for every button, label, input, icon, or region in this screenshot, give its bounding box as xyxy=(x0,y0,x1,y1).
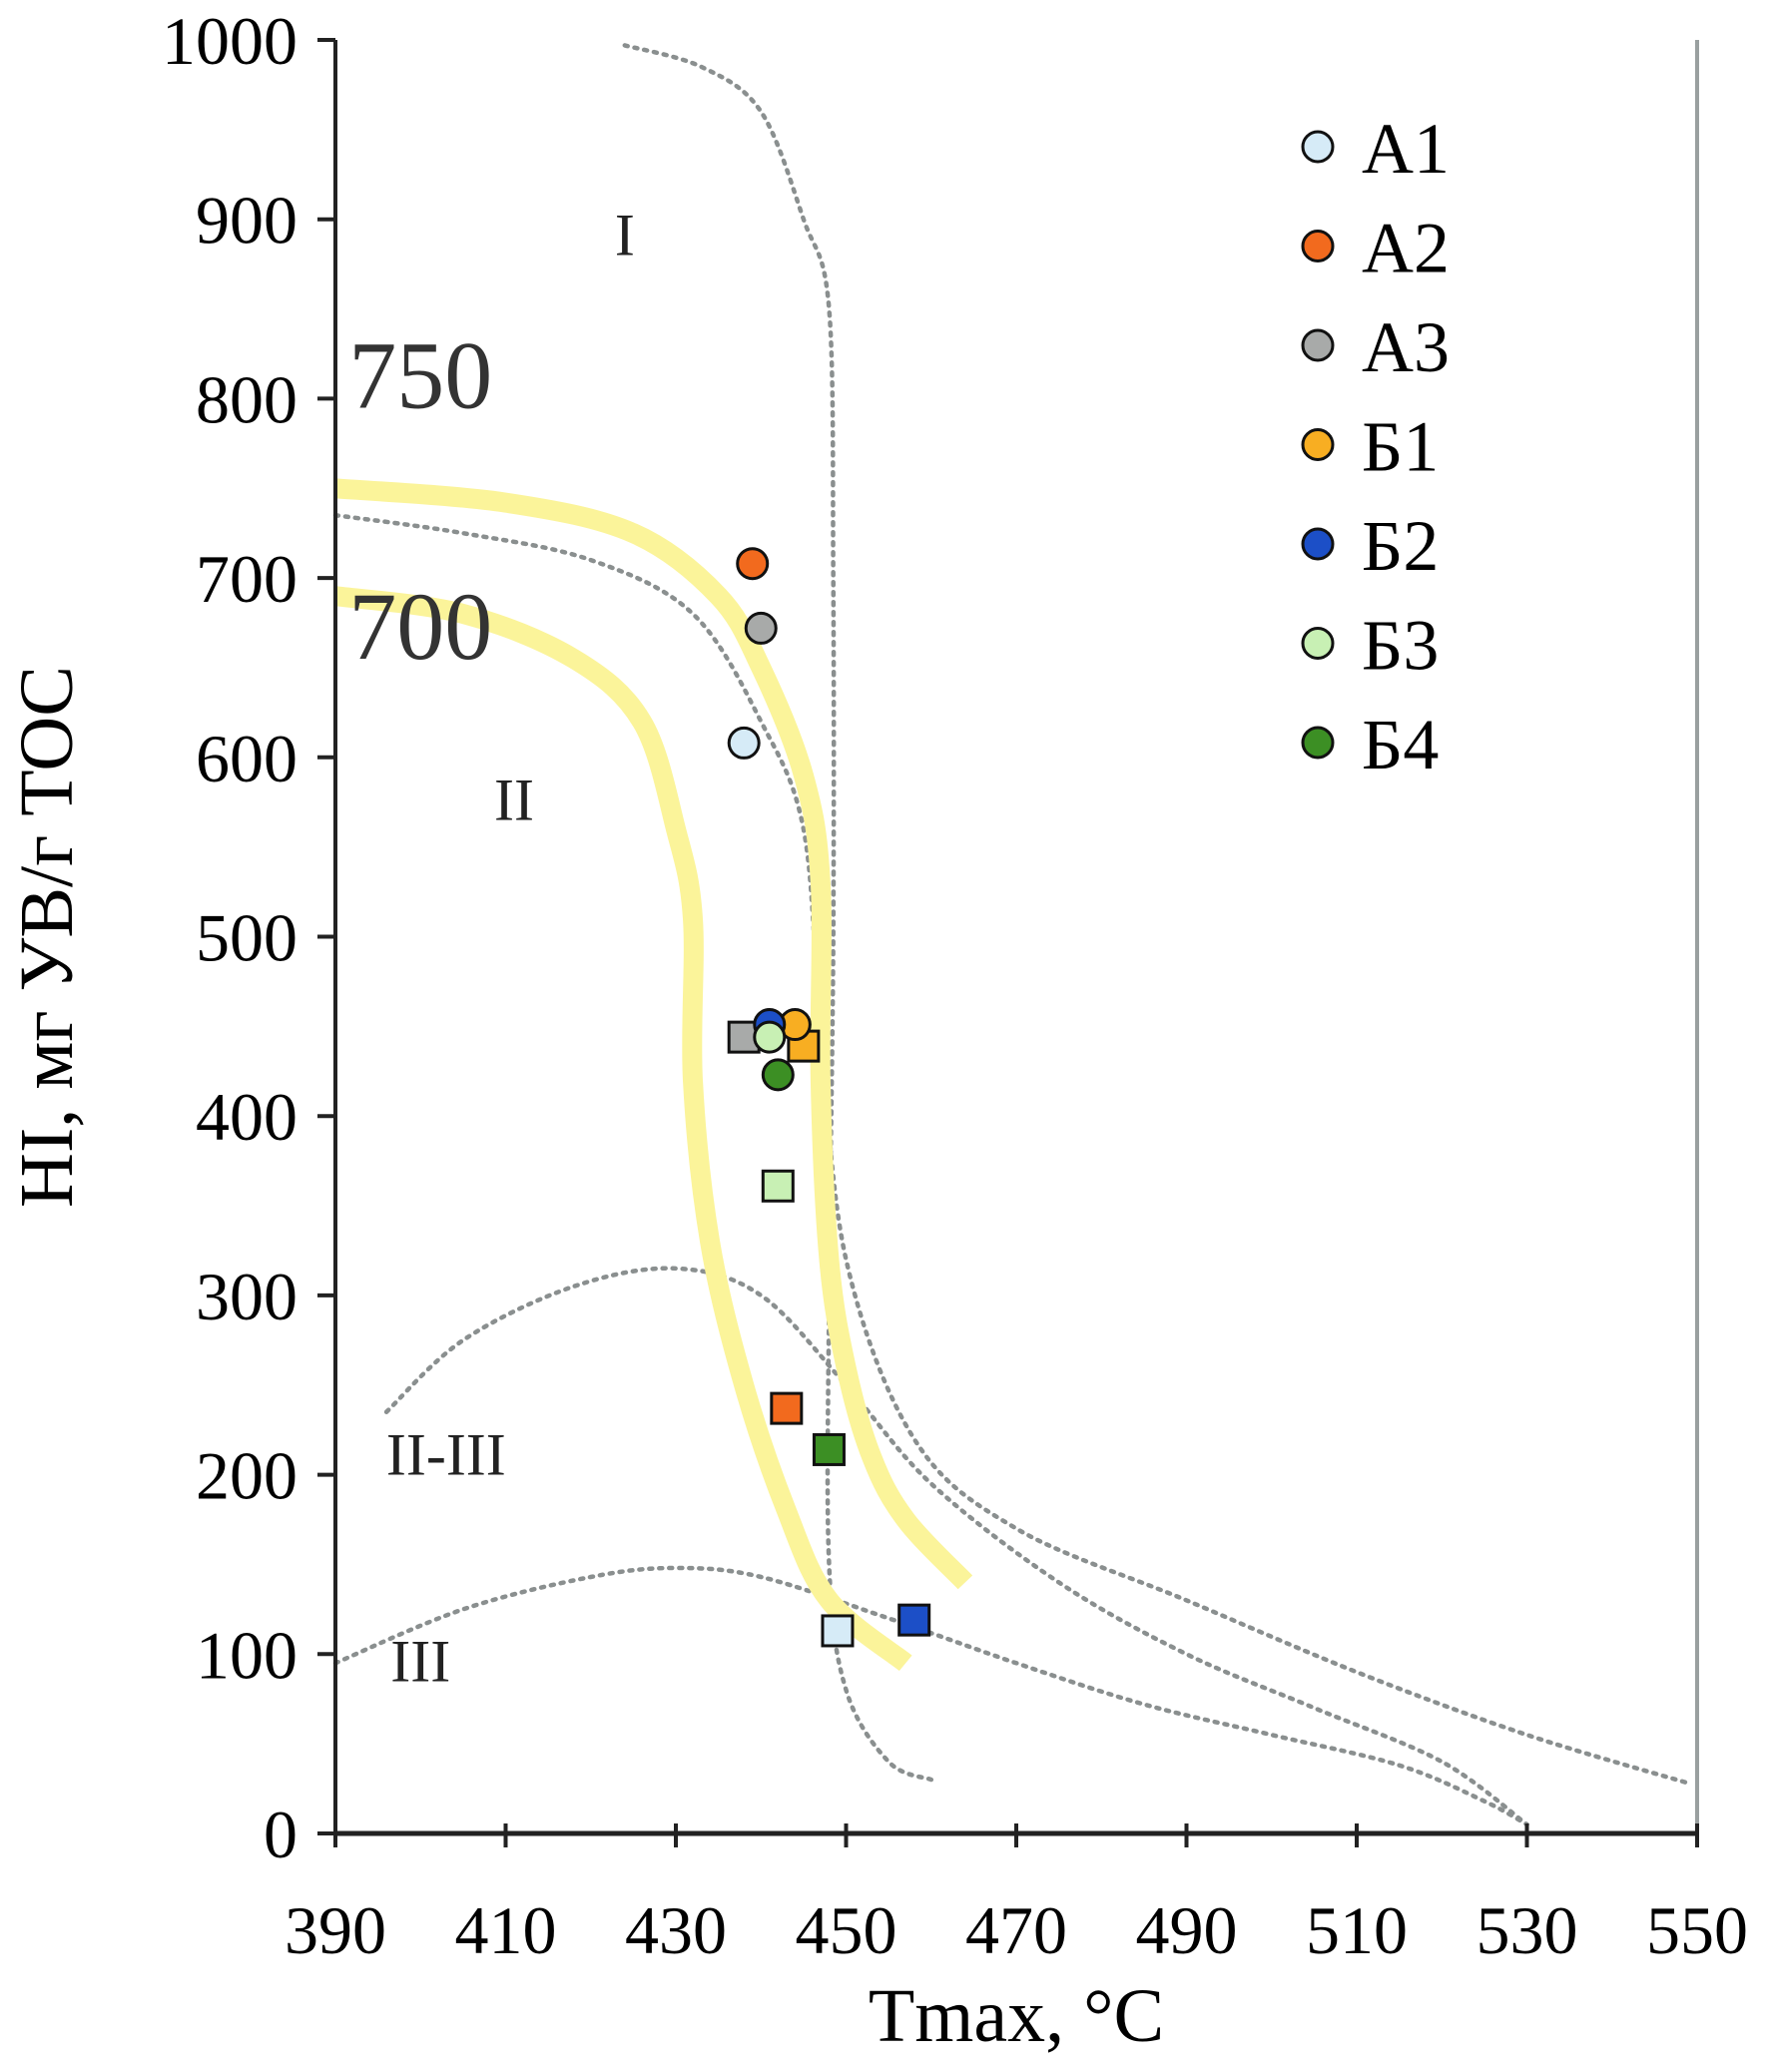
legend-marker-Б2 xyxy=(1301,527,1335,561)
y-tick-label-1000: 1000 xyxy=(162,3,297,79)
y-tick-label-900: 900 xyxy=(196,183,297,259)
point-A2-square xyxy=(770,1391,804,1425)
zone-label-II-III: II-III xyxy=(386,1422,506,1488)
isoline-label-700: 700 xyxy=(348,573,492,680)
legend-label-A3: A3 xyxy=(1362,307,1450,387)
point-Б4-circle xyxy=(761,1058,795,1092)
legend: A1 A2 A3 Б1 Б2 Б3 Б4 xyxy=(1301,109,1450,784)
legend-marker-Б1 xyxy=(1301,428,1335,461)
x-tick-label-430: 430 xyxy=(625,1892,727,1968)
point-Б4-square xyxy=(812,1432,846,1466)
iso-band-700 xyxy=(333,586,912,1672)
point-A1-circle xyxy=(727,726,761,760)
x-tick-label-530: 530 xyxy=(1476,1892,1578,1968)
zone-boundary-curve-3 xyxy=(383,1266,1529,1827)
iso-band-750 xyxy=(334,478,973,1590)
iso-bands xyxy=(333,478,973,1672)
legend-label-Б4: Б4 xyxy=(1362,705,1439,784)
legend-marker-A3 xyxy=(1301,328,1335,362)
legend-marker-Б3 xyxy=(1301,627,1335,660)
zone-label-III: III xyxy=(390,1628,450,1694)
x-tick-label-450: 450 xyxy=(796,1892,897,1968)
zone-boundary-curve-1 xyxy=(622,43,934,1783)
y-tick-label-600: 600 xyxy=(196,721,297,796)
legend-label-Б1: Б1 xyxy=(1362,407,1439,487)
legend-label-A2: A2 xyxy=(1362,209,1450,288)
x-tick-label-510: 510 xyxy=(1306,1892,1408,1968)
y-tick-label-300: 300 xyxy=(196,1259,297,1334)
y-tick-label-400: 400 xyxy=(196,1079,297,1155)
isoline-label-750: 750 xyxy=(348,321,492,428)
y-tick-label-500: 500 xyxy=(196,900,297,976)
legend-label-A1: A1 xyxy=(1362,109,1450,189)
zone-label-I: I xyxy=(615,203,635,268)
point-Б2-square xyxy=(897,1603,931,1637)
point-A1-square xyxy=(821,1614,855,1648)
point-Б3-square xyxy=(761,1169,795,1203)
x-tick-label-390: 390 xyxy=(285,1892,386,1968)
legend-marker-A1 xyxy=(1301,130,1335,164)
y-tick-label-200: 200 xyxy=(196,1438,297,1514)
point-Б3-circle xyxy=(753,1020,787,1054)
y-tick-label-0: 0 xyxy=(264,1797,297,1872)
point-A3-circle xyxy=(744,611,778,645)
legend-marker-Б4 xyxy=(1301,726,1335,760)
point-A2-circle xyxy=(736,547,770,581)
legend-marker-A2 xyxy=(1301,230,1335,262)
legend-label-Б2: Б2 xyxy=(1362,506,1439,586)
x-tick-label-470: 470 xyxy=(965,1892,1067,1968)
axes: 0 100 200 300 400 500 600 700 800 900 1000 390 410 43… xyxy=(162,3,1748,1968)
data-points xyxy=(727,547,931,1648)
legend-label-Б3: Б3 xyxy=(1362,606,1439,686)
y-tick-label-100: 100 xyxy=(196,1617,297,1693)
zone-boundaries xyxy=(332,43,1691,1827)
zone-boundary-curve-4 xyxy=(332,1565,1529,1827)
x-tick-label-490: 490 xyxy=(1136,1892,1238,1968)
x-axis-title: Tmax, °C xyxy=(869,1974,1164,2058)
x-tick-label-410: 410 xyxy=(455,1892,557,1968)
x-tick-label-550: 550 xyxy=(1646,1892,1748,1968)
y-tick-label-700: 700 xyxy=(196,541,297,617)
y-tick-label-800: 800 xyxy=(196,361,297,437)
zone-label-II: II xyxy=(494,768,534,833)
y-axis-title: HI, мг УВ/г TOC xyxy=(5,666,89,1208)
zone-boundary-curve-2 xyxy=(332,512,1691,1786)
